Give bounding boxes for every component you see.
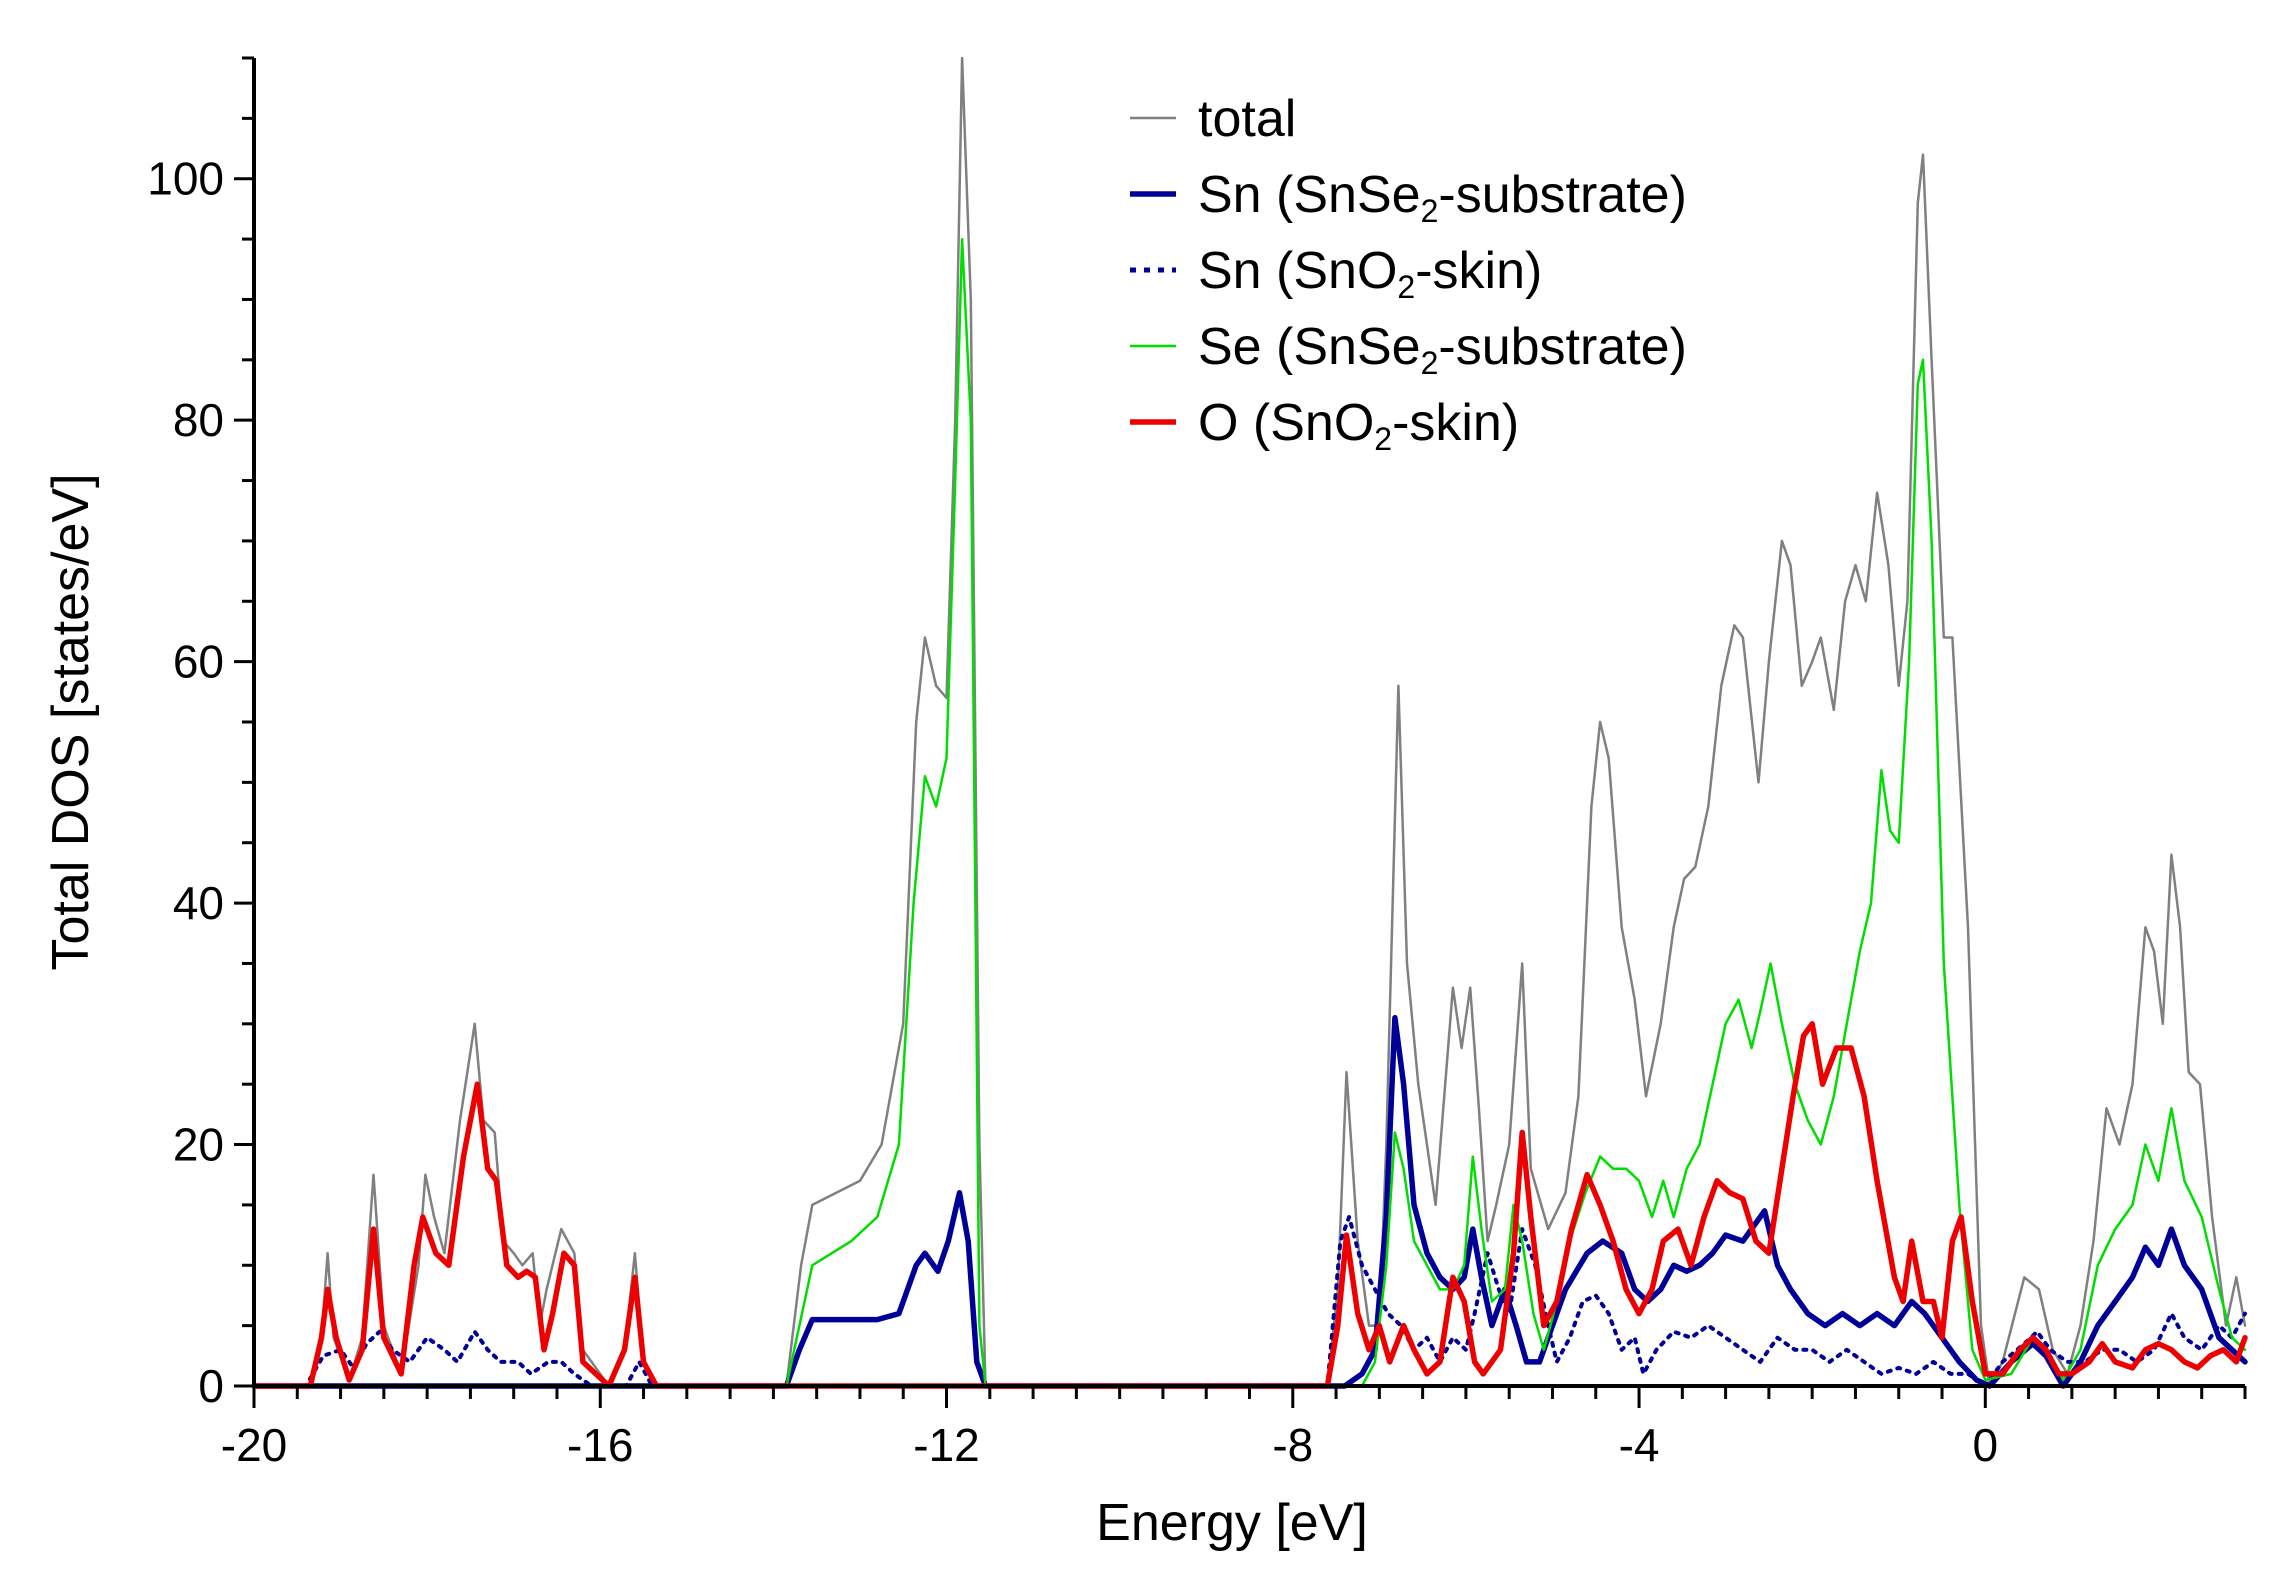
y-tick-label: 0	[198, 1360, 224, 1412]
y-tick-label: 80	[173, 394, 224, 446]
x-tick-label: -12	[913, 1419, 979, 1471]
ticks-layer: 0 20 40 60 80 100 -20 -16 -12 -8 -4 0	[147, 56, 2247, 1471]
series-line-sn_sub	[251, 1015, 2248, 1389]
y-tick-label: 40	[173, 877, 224, 929]
y-tick-label: 60	[173, 636, 224, 688]
y-tick-label: 20	[173, 1119, 224, 1171]
x-tick-label: -16	[567, 1419, 633, 1471]
legend-label-sn_skin: Sn (SnO2-skin)	[1198, 242, 1542, 305]
series-layer	[251, 56, 2248, 1389]
x-axis-title: Energy [eV]	[1096, 1494, 1368, 1552]
x-tick-label: -8	[1272, 1419, 1313, 1471]
x-tick-label: -20	[221, 1419, 287, 1471]
series-line-o_skin	[251, 1021, 2248, 1389]
legend-label-sn_sub: Sn (SnSe2-substrate)	[1198, 166, 1687, 229]
legend: total Sn (SnSe2-substrate) Sn (SnO2-skin) S…	[1130, 90, 1687, 457]
x-tick-label: -4	[1619, 1419, 1660, 1471]
y-axis-title: Total DOS [states/eV]	[42, 473, 100, 970]
series-line-se_sub	[252, 237, 2247, 1388]
legend-label-total: total	[1198, 90, 1296, 148]
legend-label-o_skin: O (SnO2-skin)	[1198, 394, 1519, 457]
legend-label-se_sub: Se (SnSe2-substrate)	[1198, 318, 1687, 381]
x-tick-label: 0	[1973, 1419, 1999, 1471]
y-tick-label: 100	[147, 153, 224, 205]
